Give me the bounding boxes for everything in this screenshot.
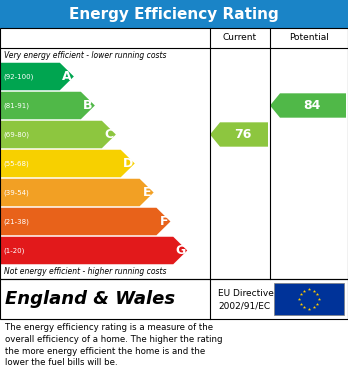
Polygon shape [0,150,135,177]
Text: 84: 84 [303,99,321,112]
Text: (21-38): (21-38) [3,218,29,225]
Polygon shape [0,121,116,148]
Text: EU Directive: EU Directive [218,289,274,298]
Text: (55-68): (55-68) [3,160,29,167]
Text: Energy Efficiency Rating: Energy Efficiency Rating [69,7,279,22]
Text: 76: 76 [234,128,252,141]
Text: (1-20): (1-20) [3,247,24,254]
Text: Current: Current [223,34,257,43]
Text: England & Wales: England & Wales [5,290,175,308]
Bar [0,0,348,28]
Text: (81-91): (81-91) [3,102,29,109]
Text: Not energy efficient - higher running costs: Not energy efficient - higher running co… [4,267,166,276]
Bar [274,283,344,315]
Polygon shape [0,208,171,235]
Text: (39-54): (39-54) [3,189,29,196]
Polygon shape [0,92,95,119]
Polygon shape [270,93,346,118]
Text: F: F [160,215,168,228]
Text: E: E [143,186,152,199]
Text: A: A [62,70,72,83]
Polygon shape [0,179,154,206]
Text: C: C [105,128,114,141]
Text: G: G [175,244,185,257]
Text: The energy efficiency rating is a measure of the
overall efficiency of a home. T: The energy efficiency rating is a measur… [5,323,222,368]
Text: 2002/91/EC: 2002/91/EC [218,302,270,311]
Text: (92-100): (92-100) [3,73,33,80]
Text: B: B [84,99,93,112]
Polygon shape [0,237,187,264]
Bar [0,28,348,279]
Bar [0,279,348,319]
Text: D: D [122,157,133,170]
Text: Very energy efficient - lower running costs: Very energy efficient - lower running co… [4,50,166,59]
Polygon shape [210,122,268,147]
Text: (69-80): (69-80) [3,131,29,138]
Polygon shape [0,63,74,90]
Text: Potential: Potential [289,34,329,43]
